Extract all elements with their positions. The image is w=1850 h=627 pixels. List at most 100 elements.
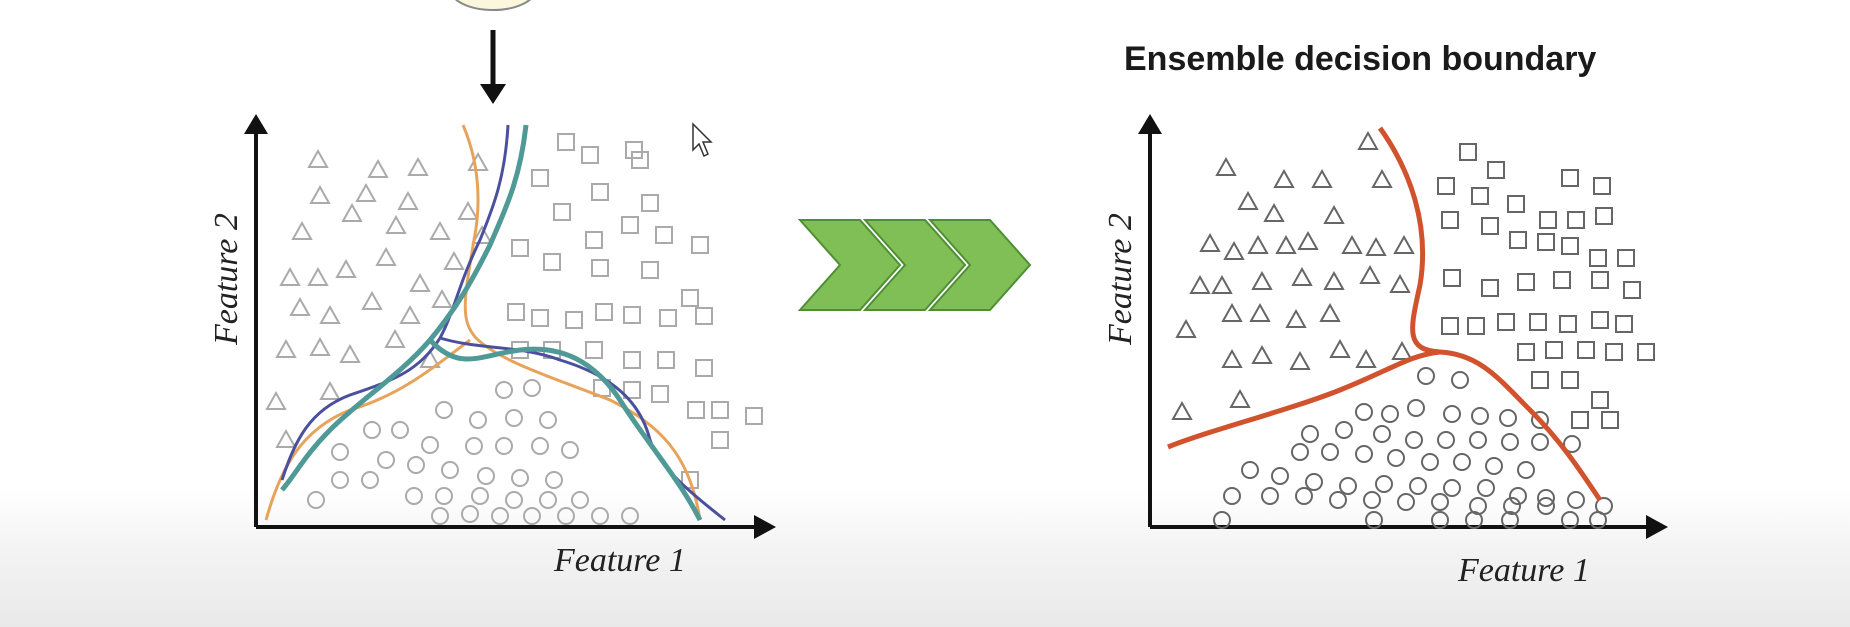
square-marker <box>1591 271 1609 289</box>
chevron-arrows-icon <box>797 219 1032 311</box>
boundary-teal-lower <box>428 338 703 522</box>
square-marker <box>623 351 641 369</box>
right-scatter-points <box>1171 130 1655 529</box>
circle-marker <box>1431 493 1449 511</box>
square-marker <box>711 401 729 419</box>
triangle-marker <box>335 258 357 278</box>
square-marker <box>585 231 603 249</box>
circle-marker <box>465 437 483 455</box>
square-marker <box>1471 187 1489 205</box>
circle-marker <box>1375 475 1393 493</box>
circle-marker <box>1213 511 1231 529</box>
square-marker <box>711 431 729 449</box>
right-axes <box>1138 114 1668 539</box>
circle-marker <box>331 443 349 461</box>
triangle-marker <box>1189 274 1211 294</box>
circle-marker <box>1291 443 1309 461</box>
circle-marker <box>1355 403 1373 421</box>
circle-marker <box>1321 443 1339 461</box>
triangle-marker <box>1329 338 1351 358</box>
right-x-axis-label: Feature 1 <box>1458 552 1590 589</box>
circle-marker <box>1443 479 1461 497</box>
square-marker <box>1571 411 1589 429</box>
square-marker <box>1567 211 1585 229</box>
square-marker <box>1553 271 1571 289</box>
right-panel-title: Ensemble decision boundary <box>1124 40 1597 78</box>
triangle-marker <box>397 190 419 210</box>
circle-marker <box>469 411 487 429</box>
triangle-marker <box>1251 270 1273 290</box>
square-marker <box>655 226 673 244</box>
square-marker <box>1487 161 1505 179</box>
circle-marker <box>1407 399 1425 417</box>
circle-marker <box>1417 367 1435 385</box>
square-marker <box>1507 195 1525 213</box>
triangle-marker <box>1389 273 1411 293</box>
ensemble-boundary <box>1377 126 1603 502</box>
circle-marker <box>1563 435 1581 453</box>
square-marker <box>623 381 641 399</box>
triangle-marker <box>275 338 297 358</box>
triangle-marker <box>407 156 429 176</box>
square-marker <box>691 236 709 254</box>
circle-marker <box>1381 405 1399 423</box>
triangle-marker <box>471 224 493 244</box>
triangle-marker <box>319 304 341 324</box>
square-marker <box>1589 249 1607 267</box>
square-marker <box>1537 233 1555 251</box>
square-marker <box>641 194 659 212</box>
square-marker <box>1591 311 1609 329</box>
square-marker <box>1443 269 1461 287</box>
circle-marker <box>1305 473 1323 491</box>
triangle-marker <box>1237 190 1259 210</box>
triangle-marker <box>1291 266 1313 286</box>
circle-marker <box>377 451 395 469</box>
triangle-marker <box>375 246 397 266</box>
square-marker <box>1559 315 1577 333</box>
triangle-marker <box>399 304 421 324</box>
square-marker <box>1467 317 1485 335</box>
triangle-marker <box>457 200 479 220</box>
square-marker <box>695 359 713 377</box>
triangle-marker <box>1223 240 1245 260</box>
boundary-teal <box>280 124 529 492</box>
circle-marker <box>1339 477 1357 495</box>
circle-marker <box>1443 405 1461 423</box>
circle-marker <box>539 411 557 429</box>
square-marker <box>1595 207 1613 225</box>
circle-marker <box>545 471 563 489</box>
square-marker <box>1529 313 1547 331</box>
circle-marker <box>441 461 459 479</box>
triangle-marker <box>419 348 441 368</box>
circle-marker <box>1301 425 1319 443</box>
circle-marker <box>307 491 325 509</box>
triangle-marker <box>1391 340 1413 360</box>
square-marker <box>543 253 561 271</box>
circle-marker <box>1451 371 1469 389</box>
triangle-marker <box>1199 232 1221 252</box>
left-boundaries <box>264 124 726 522</box>
triangle-marker <box>1311 168 1333 188</box>
circle-marker <box>407 456 425 474</box>
square-marker <box>1481 217 1499 235</box>
square-marker <box>1539 211 1557 229</box>
triangle-marker <box>341 202 363 222</box>
circle-marker <box>1397 493 1415 511</box>
circle-marker <box>561 441 579 459</box>
circle-marker <box>1335 421 1353 439</box>
triangle-marker <box>307 266 329 286</box>
circle-marker <box>539 491 557 509</box>
circle-marker <box>431 507 449 525</box>
square-marker <box>531 169 549 187</box>
circle-marker <box>435 487 453 505</box>
circle-marker <box>1477 479 1495 497</box>
circle-marker <box>1261 487 1279 505</box>
circle-marker <box>471 487 489 505</box>
left-y-axis-label: Feature 2 <box>208 213 245 345</box>
triangle-marker <box>467 151 489 171</box>
triangle-marker <box>1251 344 1273 364</box>
triangle-marker <box>355 182 377 202</box>
circle-marker <box>621 507 639 525</box>
right-y-axis-label: Feature 2 <box>1102 213 1139 345</box>
triangle-marker <box>1289 350 1311 370</box>
